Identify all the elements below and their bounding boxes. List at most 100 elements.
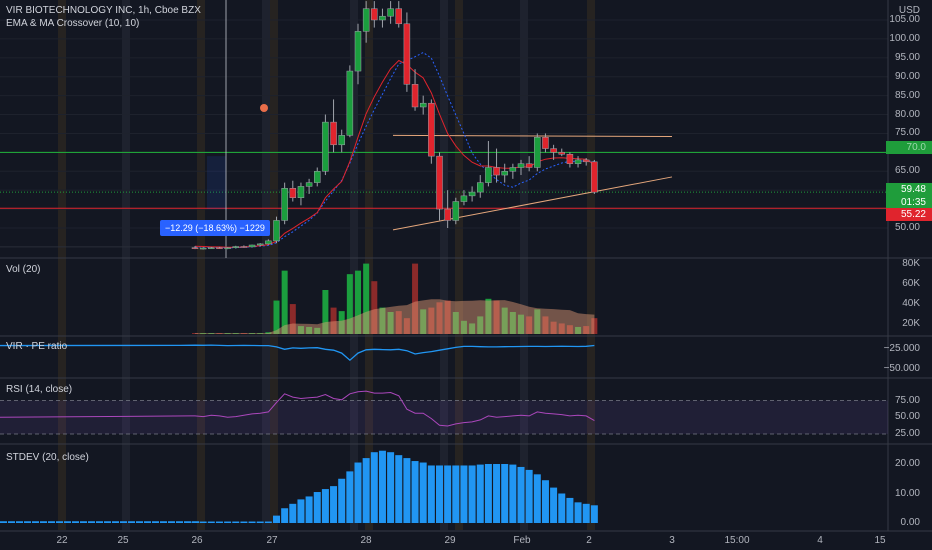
candle-body: [395, 8, 402, 25]
volume-bar: [452, 312, 459, 334]
stdev-tick-label: 0.00: [900, 517, 920, 528]
volume-bar: [534, 309, 541, 334]
volume-bar: [420, 309, 427, 334]
volume-bar: [493, 300, 500, 334]
stdev-bar: [444, 465, 452, 523]
stdev-bar: [330, 486, 338, 523]
candle-body: [542, 136, 549, 149]
volume-bar: [314, 327, 321, 334]
candle-body: [224, 247, 231, 249]
candle-body: [419, 102, 427, 108]
volume-bar: [395, 311, 402, 334]
candle-body: [232, 246, 239, 248]
candle-body: [297, 186, 305, 198]
volume-bar: [436, 302, 443, 334]
stdev-bar: [215, 521, 223, 523]
measure-tool-label[interactable]: −12.29 (−18.63%) −1229: [160, 220, 270, 236]
stdev-bar: [452, 465, 460, 523]
stdev-bar: [533, 474, 541, 523]
candle-body: [191, 247, 199, 249]
time-tick-label: 22: [56, 535, 68, 546]
stdev-bar: [493, 464, 501, 523]
volume-pane-label[interactable]: Vol (20): [6, 264, 41, 275]
volume-bar: [297, 326, 304, 334]
volume-bar: [558, 323, 565, 334]
volume-tick-label: 20K: [902, 318, 920, 329]
volume-bar: [444, 300, 451, 334]
stdev-bar: [8, 521, 15, 523]
price-tick-label: 80.00: [894, 108, 920, 120]
measure-box: [207, 156, 226, 210]
volume-bar: [550, 321, 557, 334]
stdev-bar: [321, 489, 329, 523]
candle-body: [338, 135, 345, 146]
candle-body: [534, 136, 541, 168]
stdev-bar: [48, 521, 55, 523]
stdev-bar: [484, 464, 492, 523]
session-highlight: [455, 0, 463, 530]
stdev-bar: [240, 521, 248, 523]
stdev-bar: [297, 499, 305, 523]
volume-bar: [273, 300, 280, 334]
volume-bar: [363, 263, 370, 334]
stdev-bar: [501, 464, 509, 523]
candle-body: [452, 201, 460, 221]
stdev-bar: [411, 461, 419, 523]
stdev-bar: [128, 521, 135, 523]
symbol-title[interactable]: VIR BIOTECHNOLOGY INC, 1h, Cboe BZX: [6, 5, 201, 16]
candle-body: [216, 247, 223, 249]
stdev-bar: [517, 466, 525, 523]
stdev-bar: [191, 521, 199, 523]
volume-bar: [518, 314, 524, 334]
volume-ma-area: [195, 299, 595, 334]
stdev-bar: [346, 471, 354, 523]
rsi-tick-label: 50.00: [894, 411, 920, 423]
candle-body: [574, 159, 582, 164]
volume-bar: [379, 307, 386, 334]
time-tick-label: 15:00: [724, 535, 750, 546]
stdev-bar: [160, 521, 167, 523]
stdev-bar: [16, 521, 23, 523]
pe-tick-label: −25.000: [883, 343, 920, 354]
stdev-tick-label: 10.00: [894, 487, 920, 499]
volume-bar: [289, 304, 296, 334]
volume-bar: [371, 281, 378, 334]
stdev-pane-label[interactable]: STDEV (20, close): [6, 452, 89, 463]
time-tick-label: 3: [669, 535, 675, 546]
session-highlight: [350, 0, 358, 530]
volume-bar: [240, 333, 247, 334]
pe-pane-label[interactable]: VIR · PE ratio: [6, 341, 68, 352]
candle-body: [240, 246, 248, 248]
stdev-bar: [264, 521, 272, 523]
volume-bar: [281, 270, 288, 334]
session-highlight: [520, 0, 528, 530]
marker-dot: [260, 104, 268, 112]
stdev-bar: [273, 515, 280, 523]
volume-bar: [355, 270, 361, 334]
price-tick-label: 50.00: [894, 222, 920, 233]
time-tick-label: 15: [874, 535, 886, 546]
price-tick-label: 90.00: [894, 70, 920, 82]
stdev-tick-label: 20.00: [894, 458, 920, 469]
stdev-bar: [80, 521, 87, 523]
stdev-bar: [32, 521, 39, 523]
candle-body: [346, 70, 354, 136]
candle-body: [493, 167, 500, 176]
stdev-bar: [566, 497, 574, 523]
session-highlight: [122, 0, 130, 530]
volume-bar: [566, 325, 573, 334]
candle-body: [248, 244, 256, 248]
price-tick-label: 65.00: [894, 165, 920, 177]
candle-body: [354, 31, 362, 72]
candle-body: [477, 182, 484, 193]
indicator-label[interactable]: EMA & MA Crossover (10, 10): [6, 18, 140, 29]
volume-bar: [526, 316, 533, 334]
line-price-tag: 55.22: [886, 208, 932, 221]
candle-body: [289, 188, 297, 198]
price-tick-label: 95.00: [894, 51, 920, 63]
candle-body: [208, 247, 215, 249]
rsi-pane-label[interactable]: RSI (14, close): [6, 384, 73, 395]
stdev-bar: [64, 521, 71, 523]
stdev-bar: [136, 521, 143, 523]
